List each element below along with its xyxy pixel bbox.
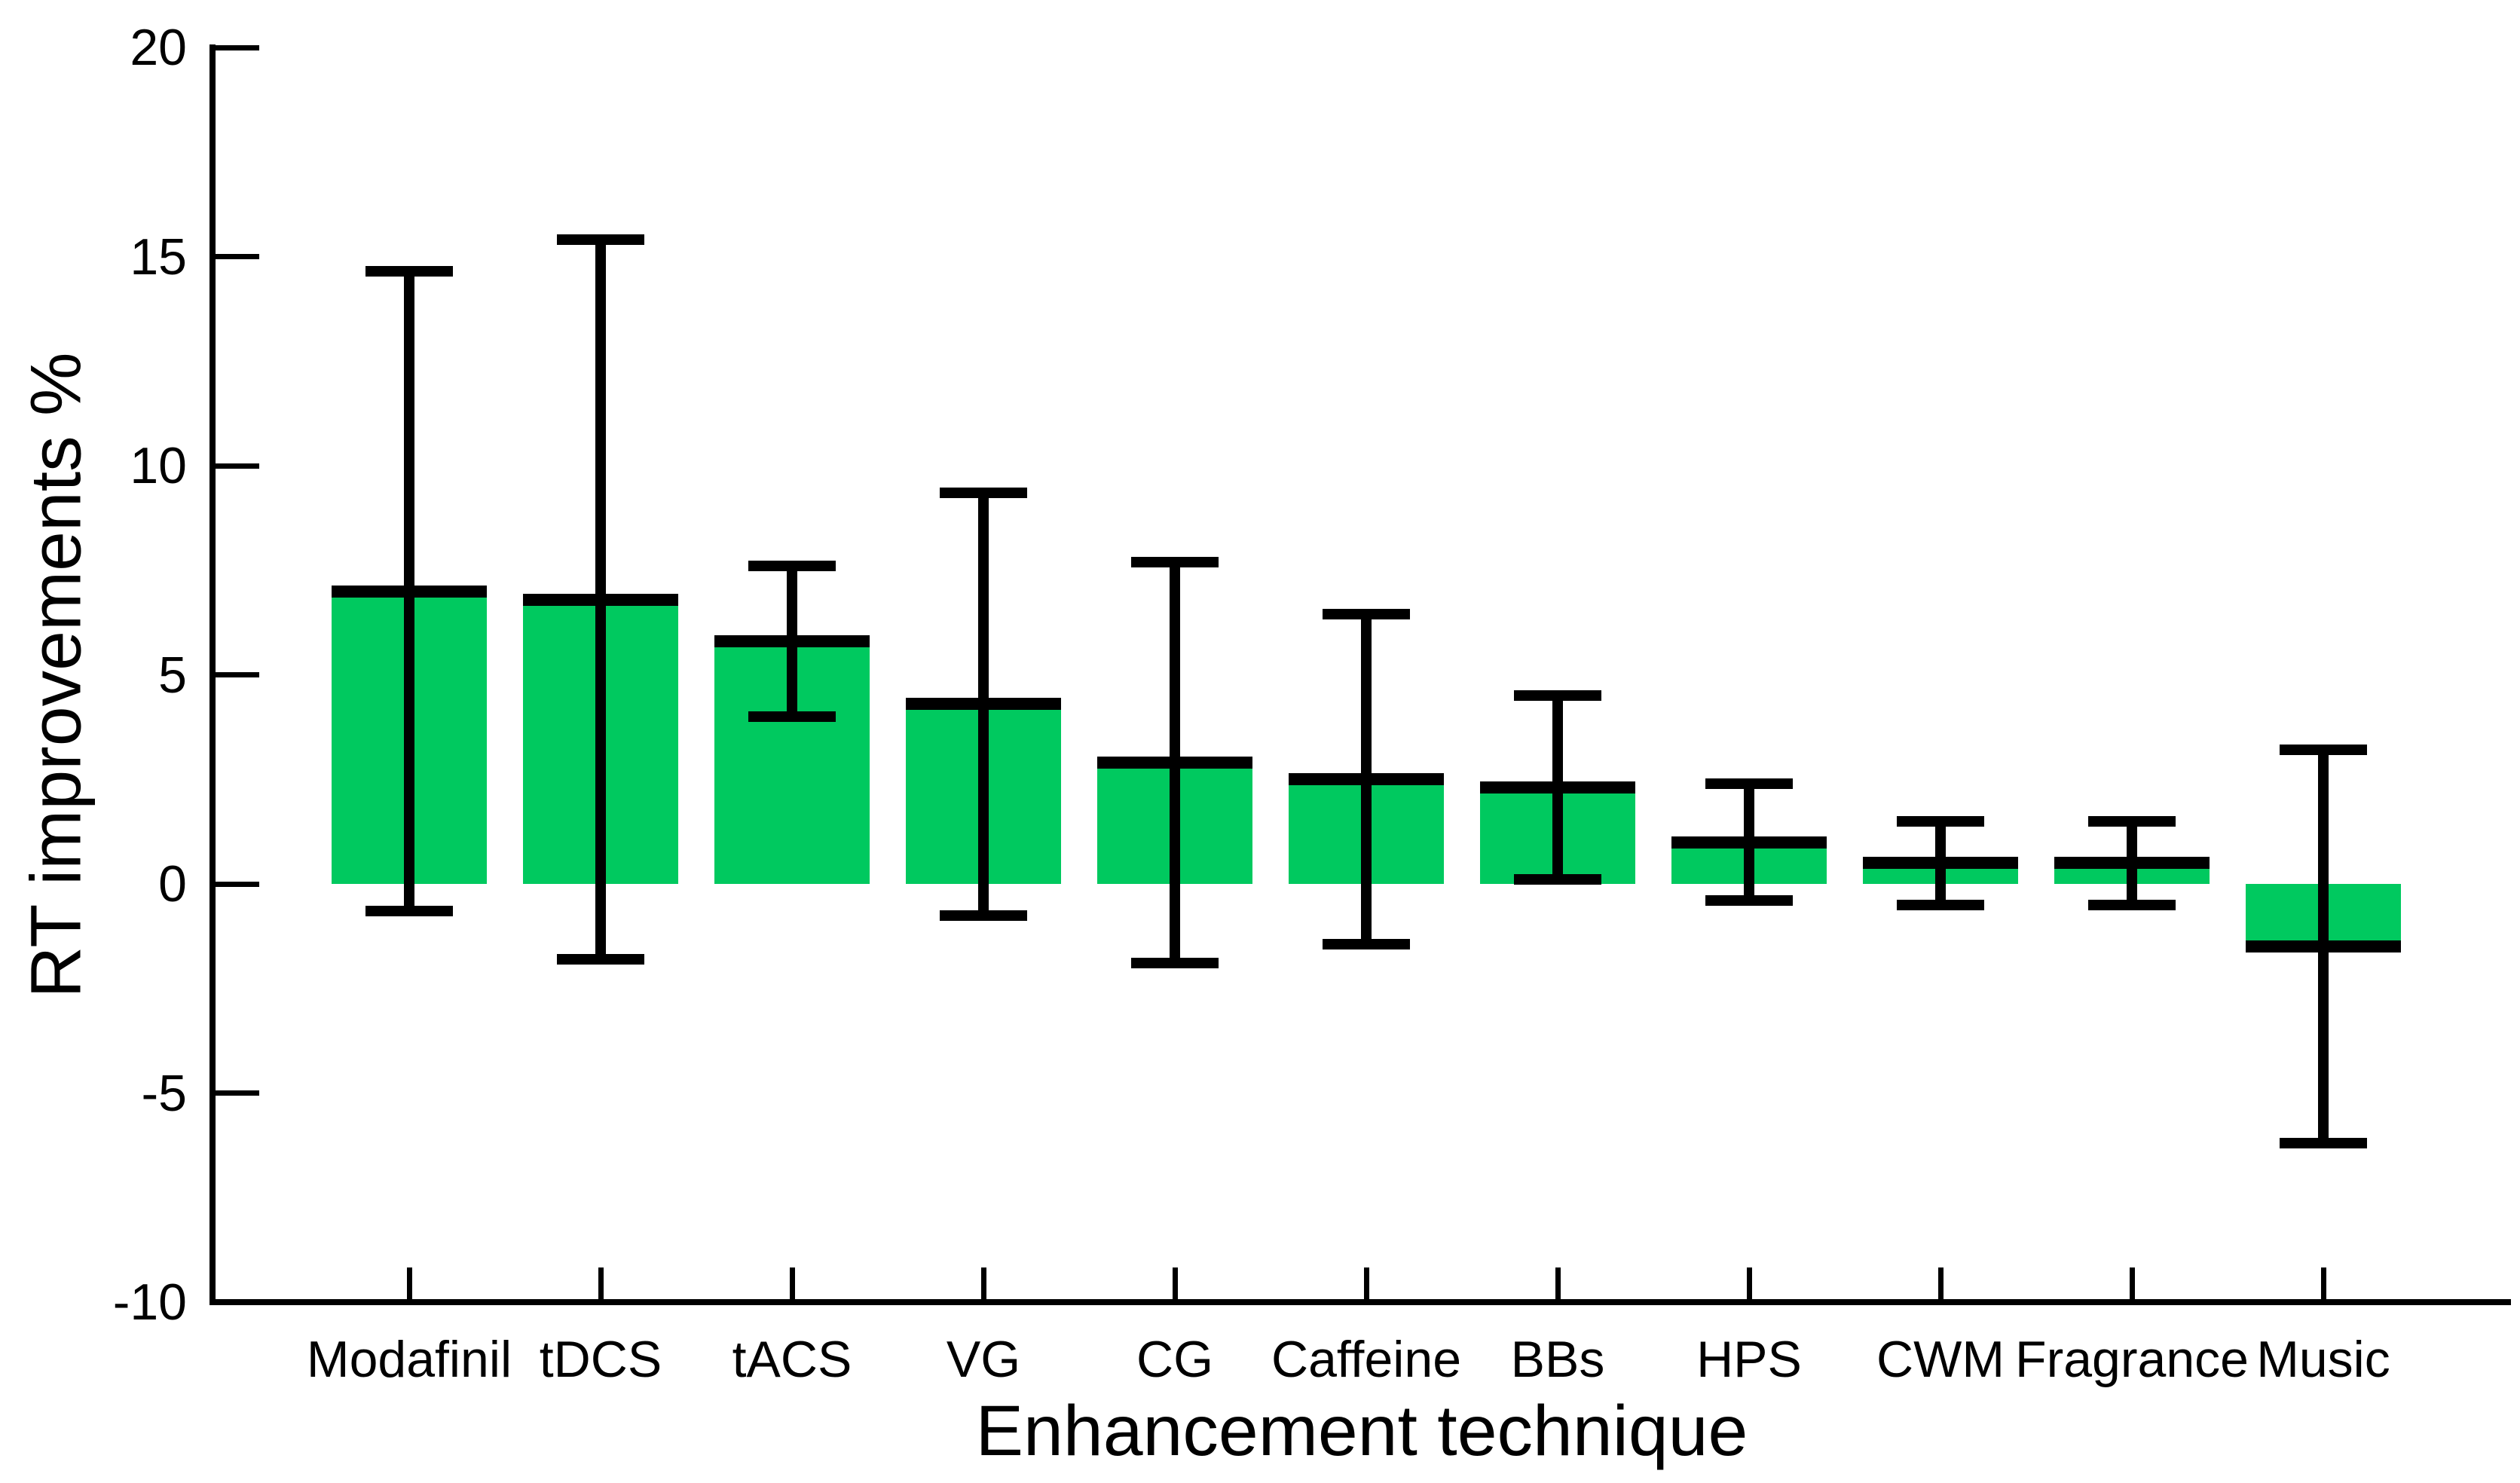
x-tick-fragrance [2129, 1267, 2135, 1299]
x-tick-label-fragrance: Fragrance [2015, 1331, 2249, 1388]
y-tick-label: -5 [141, 1064, 187, 1122]
error-bar-line-cg [1170, 561, 1180, 964]
error-bar-cap-lower-fragrance [2088, 899, 2176, 910]
error-bar-cap-lower-hps [1705, 895, 1793, 907]
x-tick-label-caffeine: Caffeine [1271, 1331, 1462, 1388]
x-tick-caffeine [1363, 1267, 1369, 1299]
error-bar-cap-upper-fragrance [2088, 815, 2176, 827]
error-bar-line-tdcs [595, 240, 606, 959]
error-bar-cap-lower-cg [1131, 958, 1219, 969]
y-tick-label: 0 [158, 855, 187, 913]
error-bar-line-music [2318, 750, 2329, 1144]
x-tick-label-tdcs: tDCS [539, 1331, 662, 1388]
error-bar-cap-upper-hps [1705, 778, 1793, 789]
y-tick [216, 1090, 259, 1096]
error-bar-line-vg [978, 493, 989, 916]
y-tick-label: 5 [158, 646, 187, 704]
error-bar-cap-lower-music [2280, 1138, 2367, 1149]
y-tick [216, 44, 259, 50]
y-tick-label: -10 [112, 1274, 187, 1331]
x-tick-tdcs [598, 1267, 604, 1299]
error-bar-cap-lower-tdcs [557, 953, 644, 965]
error-bar-line-modafinil [404, 271, 414, 912]
error-bar-line-fragrance [2127, 821, 2137, 905]
x-axis-spine [209, 1299, 2511, 1305]
y-tick-label: 15 [130, 228, 187, 286]
y-tick [216, 254, 259, 259]
error-bar-cap-upper-bbs [1514, 690, 1601, 702]
y-tick-label: 10 [130, 437, 187, 494]
y-tick [216, 672, 259, 677]
error-bar-cap-lower-bbs [1514, 874, 1601, 885]
error-bar-cap-upper-cwm [1897, 815, 1984, 827]
error-bar-cap-lower-tacs [748, 711, 836, 722]
y-tick [216, 463, 259, 469]
x-tick-bbs [1555, 1267, 1561, 1299]
x-tick-label-cg: CG [1136, 1331, 1213, 1388]
x-tick-vg [980, 1267, 986, 1299]
error-bar-cap-lower-cwm [1897, 899, 1984, 910]
x-tick-cg [1172, 1267, 1178, 1299]
error-bar-line-hps [1744, 783, 1754, 901]
x-tick-label-music: Music [2256, 1331, 2390, 1388]
y-axis-spine [209, 44, 216, 1305]
x-axis-title: Enhancement technique [975, 1391, 1748, 1471]
x-tick-music [2320, 1267, 2326, 1299]
x-tick-label-bbs: BBs [1510, 1331, 1605, 1388]
x-tick-label-cwm: CWM [1876, 1331, 2005, 1388]
error-bar-line-bbs [1552, 696, 1563, 880]
error-bar-cap-lower-caffeine [1323, 939, 1410, 950]
x-tick-hps [1746, 1267, 1752, 1299]
error-bar-cap-lower-modafinil [365, 906, 453, 917]
error-bar-cap-upper-tacs [748, 561, 836, 572]
x-tick-label-vg: VG [946, 1331, 1021, 1388]
error-bar-line-tacs [787, 566, 797, 717]
error-bar-cap-upper-vg [940, 488, 1027, 499]
y-tick [216, 881, 259, 887]
x-tick-tacs [789, 1267, 795, 1299]
error-bar-line-cwm [1935, 821, 1946, 905]
x-tick-label-modafinil: Modafinil [306, 1331, 512, 1388]
error-bar-cap-upper-tdcs [557, 234, 644, 246]
error-bar-cap-upper-modafinil [365, 265, 453, 277]
y-tick-label: 20 [130, 19, 187, 76]
error-bar-cap-upper-music [2280, 745, 2367, 756]
x-tick-label-hps: HPS [1696, 1331, 1802, 1388]
x-tick-cwm [1937, 1267, 1944, 1299]
error-bar-cap-upper-caffeine [1323, 609, 1410, 620]
error-bar-cap-lower-vg [940, 910, 1027, 921]
x-tick-modafinil [406, 1267, 412, 1299]
error-bar-cap-upper-cg [1131, 556, 1219, 567]
y-tick [216, 1299, 259, 1305]
x-tick-label-tacs: tACS [732, 1331, 852, 1388]
error-bar-line-caffeine [1361, 614, 1372, 945]
